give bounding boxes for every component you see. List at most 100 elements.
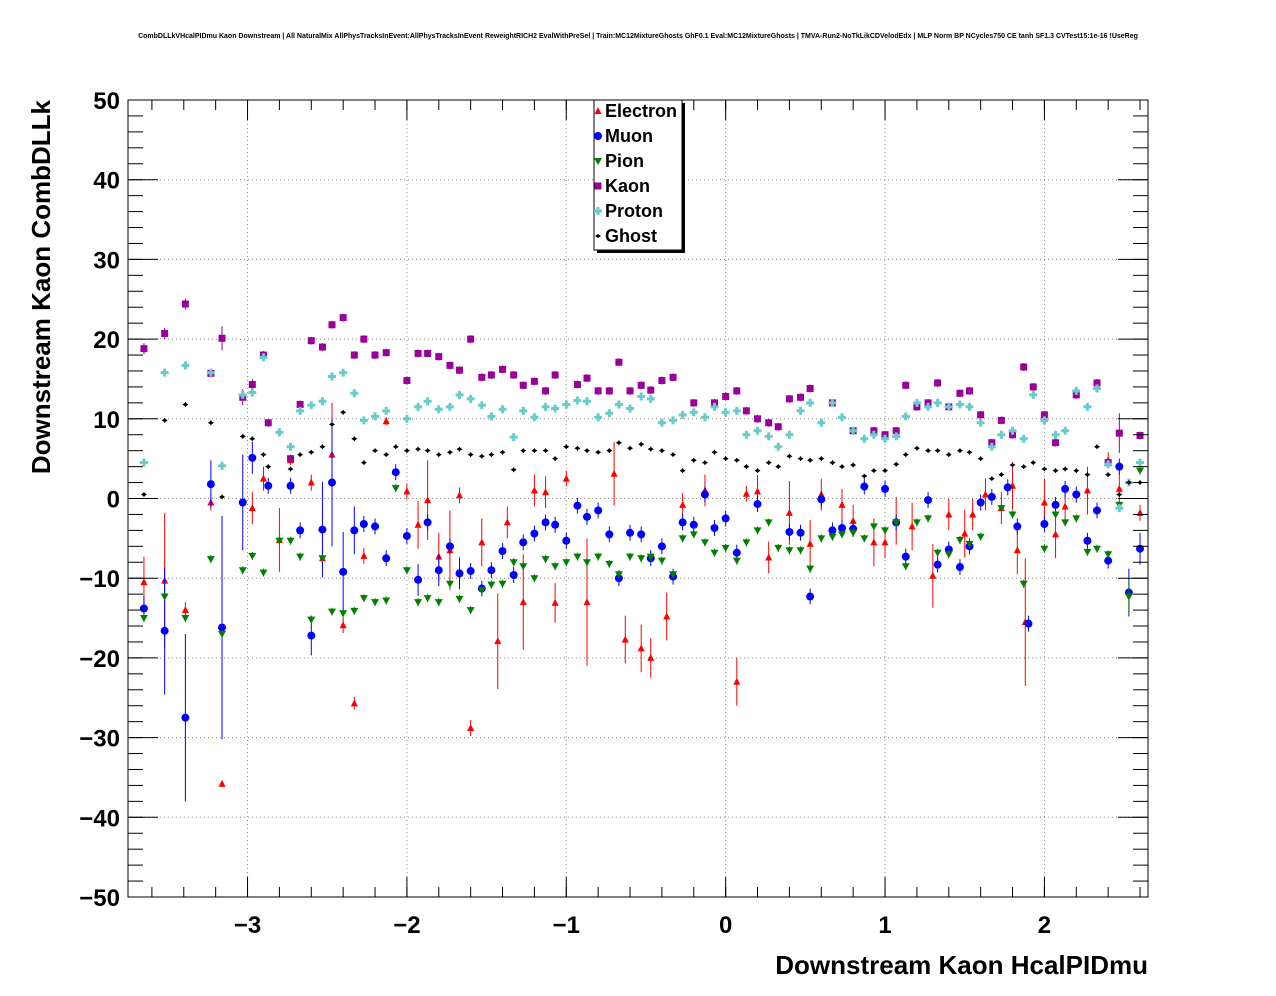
kaon-point [264,418,272,427]
electron-point [621,615,629,664]
muon-point [987,488,996,505]
kaon-marker [181,300,189,308]
proton-marker [828,398,837,407]
ghost-marker [670,452,677,457]
pion-point [1072,514,1081,523]
ghost-marker [1030,460,1037,465]
muon-marker [806,592,815,601]
ghost-marker [531,448,538,453]
ghost-marker [882,468,889,473]
ghost-marker [966,450,973,455]
muon-point [487,562,496,579]
pion-marker [359,595,368,603]
pion-point [286,536,295,545]
y-tick-label: −50 [79,885,120,912]
muon-point [371,518,380,535]
ghost-marker [351,436,358,441]
ghost-marker [415,447,422,452]
ghost-marker [839,464,845,469]
pion-marker [466,607,475,615]
ghost-point [754,468,761,473]
kaon-marker [1115,429,1123,437]
muon-point [509,567,518,583]
pion-point [573,552,582,561]
muon-marker [160,626,169,635]
pion-point [924,514,933,523]
kaon-marker [1020,363,1028,371]
proton-marker [248,388,257,397]
muon-point [1093,502,1101,519]
proton-marker [976,418,985,427]
kaon-marker [785,395,793,403]
muon-marker [1051,500,1060,509]
proton-marker [614,400,623,409]
ghost-point [850,462,857,468]
proton-marker [551,404,560,413]
proton-marker [139,458,148,467]
ghost-marker [1105,472,1112,477]
kaon-point [754,414,762,423]
proton-marker [742,430,751,439]
ghost-marker [319,444,326,449]
ghost-point [456,446,463,452]
pion-marker [328,608,336,616]
proton-marker [530,413,539,422]
kaon-point [1136,431,1144,440]
electron-marker [838,500,846,508]
muon-marker [657,542,666,551]
pion-point [1083,547,1092,556]
proton-marker [732,406,741,415]
muon-point [530,525,539,542]
electron-marker [1061,502,1069,510]
pion-marker [785,547,794,555]
pion-marker [275,537,284,545]
ghost-point [574,445,581,451]
kaon-marker [287,455,295,463]
proton-point [519,406,528,415]
electron-marker [754,487,762,495]
pion-series [139,466,1145,638]
ghost-point [1020,464,1027,470]
pion-marker [997,505,1006,513]
ghost-point [265,464,272,470]
proton-marker [275,428,284,437]
muon-marker [976,498,985,507]
kaon-marker [467,335,475,343]
ghost-marker [701,460,708,465]
proton-marker [509,433,518,442]
pion-point [445,579,454,588]
muon-point [1024,615,1033,632]
proton-point [181,361,190,370]
pion-point [519,562,528,571]
ghost-marker [638,442,645,447]
muon-marker [382,554,391,563]
kaon-point [424,349,432,358]
proton-point [637,392,646,401]
proton-point [1061,426,1070,435]
electron-marker [663,612,671,620]
electron-marker [382,417,390,425]
proton-marker [817,418,826,427]
pion-marker [860,535,869,543]
electron-marker [140,578,148,586]
muon-marker [206,480,215,489]
pion-point [817,534,826,543]
muon-marker [562,536,571,545]
muon-point [264,477,273,494]
muon-marker [445,542,454,551]
ghost-marker [765,460,772,465]
proton-point [1040,416,1049,425]
kaon-marker [1029,383,1037,391]
muon-point [573,497,582,514]
ghost-marker [340,410,347,415]
ghost-point [870,468,877,473]
proton-marker [296,406,305,415]
y-tick-label: 30 [93,247,120,274]
kaon-marker [296,400,304,408]
electron-marker [1083,486,1091,494]
pion-marker [678,535,687,543]
muon-point [391,464,400,481]
muon-point [901,548,910,565]
ghost-marker [1052,468,1059,473]
kaon-point [456,366,463,375]
